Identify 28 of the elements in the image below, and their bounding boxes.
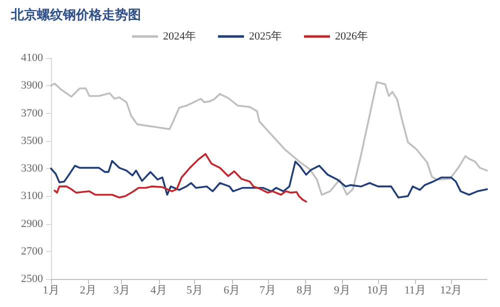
legend-label: 2024年	[163, 30, 196, 42]
legend-label: 2025年	[249, 30, 282, 42]
y-tick-label: 2900	[21, 218, 44, 230]
y-tick-label: 4100	[21, 52, 44, 64]
y-tick-label: 3900	[21, 80, 44, 92]
line-series	[50, 160, 488, 198]
x-tick-label: 4月	[150, 284, 168, 296]
y-tick-label: 3700	[21, 107, 44, 120]
line-series	[50, 81, 488, 196]
legend-label: 2026年	[335, 30, 368, 42]
x-tick-label: 6月	[224, 284, 240, 296]
line-series	[54, 153, 308, 203]
y-tick-label: 3100	[21, 190, 44, 202]
x-tick-label: 10月	[367, 284, 389, 296]
x-tick-label: 3月	[113, 284, 130, 296]
y-tick-label: 2700	[21, 245, 44, 258]
x-tick-label: 8月	[296, 284, 314, 296]
y-tick-label: 3500	[21, 134, 44, 147]
x-tick-label: 11月	[404, 284, 426, 296]
x-tick-label: 2月	[80, 284, 96, 296]
y-tick-label: 2500	[21, 273, 44, 285]
x-tick-label: 9月	[334, 284, 350, 296]
y-tick-label: 3300	[21, 162, 44, 174]
x-tick-label: 7月	[260, 284, 276, 296]
x-tick-label: 1月	[42, 284, 60, 296]
chart-title: 北京螺纹钢价格走势图	[10, 7, 141, 23]
x-tick-label: 12月	[440, 284, 462, 296]
x-tick-label: 5月	[186, 284, 203, 296]
